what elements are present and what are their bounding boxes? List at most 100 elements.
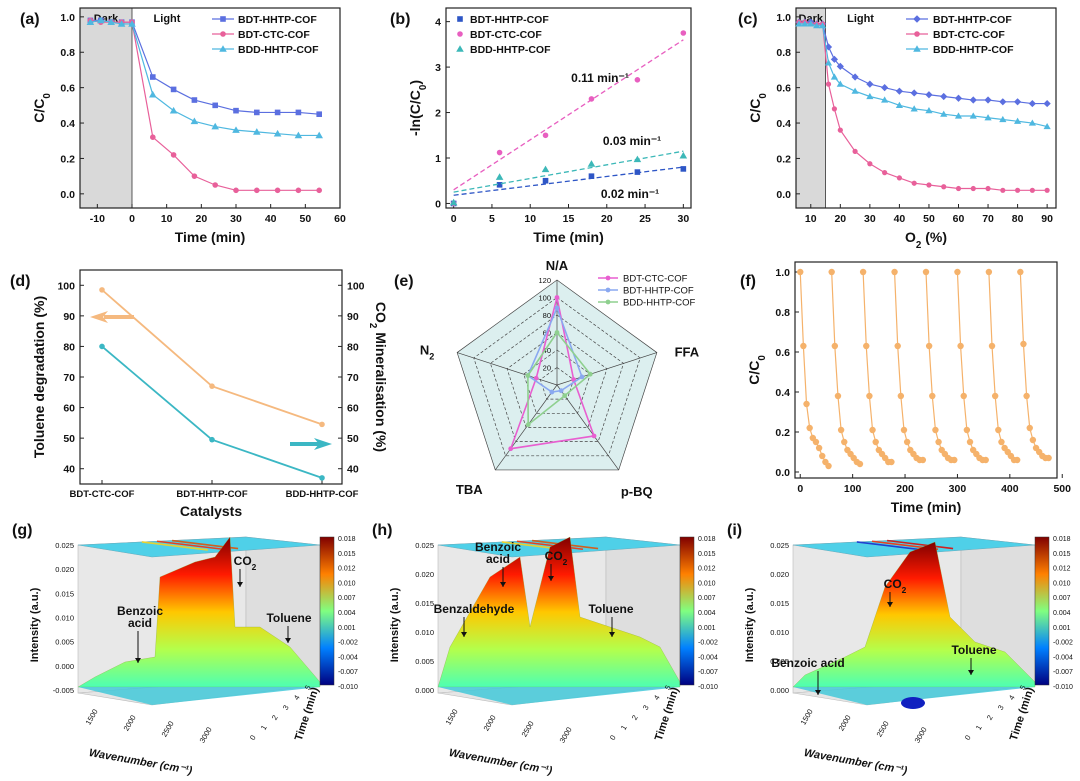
data-point: [1028, 119, 1036, 126]
data-point: [911, 180, 917, 186]
data-point: [872, 438, 879, 446]
legend-marker: [456, 45, 464, 52]
data-point: [274, 109, 281, 116]
annotation-label: Benzoic: [117, 604, 163, 618]
data-point: [1026, 424, 1033, 432]
data-point: [315, 131, 323, 139]
projection-band: [516, 540, 584, 551]
surface-base: [438, 687, 680, 705]
legend-marker: [457, 16, 463, 22]
data-point: [800, 342, 807, 350]
data-point: [837, 127, 843, 133]
data-point: [895, 101, 904, 108]
data-point: [888, 458, 895, 466]
radar-spoke: [457, 352, 558, 386]
data-point: [807, 20, 815, 27]
colorbar-tick-label: 0.018: [338, 536, 356, 543]
y-tick-label: 40: [63, 464, 75, 476]
spectrum-surface: [792, 541, 1036, 688]
y2-tick-label: 100: [347, 280, 365, 292]
legend-marker: [605, 275, 611, 281]
annotation-arrowhead: [285, 638, 291, 643]
data-point: [894, 342, 901, 350]
data-point: [525, 422, 531, 428]
colorbar-tick-label: -0.002: [698, 640, 718, 647]
data-point: [319, 421, 325, 428]
projection-band: [886, 539, 954, 550]
data-point: [542, 132, 549, 139]
data-point: [558, 388, 564, 394]
series-line: [798, 21, 1048, 191]
data-point: [1014, 187, 1021, 193]
cycle-line: [831, 271, 861, 465]
data-point: [797, 268, 804, 276]
y-axis-label: -ln(C/C0): [407, 80, 429, 136]
cycle-line: [893, 271, 923, 461]
data-point: [951, 456, 958, 464]
data-point: [232, 126, 240, 133]
data-point: [1013, 117, 1022, 124]
x-tick-label: 10: [161, 213, 173, 225]
plot-frame: [795, 7, 1057, 209]
annotation-arrowhead: [500, 582, 506, 587]
data-point: [925, 342, 933, 350]
radar-grid: [473, 297, 641, 457]
data-point: [554, 330, 560, 335]
data-point: [988, 342, 996, 350]
left-axis-arrow: [90, 311, 108, 323]
data-point: [588, 173, 595, 179]
legend-label: BDT-HHTP-COF: [623, 286, 694, 297]
x-tick-label: 400: [1001, 483, 1019, 495]
annotation-label: CO2: [234, 554, 257, 572]
data-point: [963, 426, 971, 434]
x-axis-label: Wavenumber (cm⁻¹): [448, 747, 553, 777]
time-tick-label: 1: [619, 724, 629, 732]
legend-label: BDD-HHTP-COF: [623, 298, 695, 309]
x-tick-label: 20: [601, 213, 613, 225]
y-tick-label: 100: [57, 280, 75, 292]
data-point: [128, 20, 136, 27]
y-tick-label: 0.8: [776, 47, 791, 59]
data-point: [495, 173, 504, 180]
data-point: [99, 287, 105, 293]
data-point: [969, 96, 977, 104]
y-tick-label: 0.6: [775, 347, 790, 359]
y-tick-label: 0.8: [60, 47, 75, 59]
data-point: [960, 392, 967, 400]
data-point: [841, 438, 848, 446]
right-axis-arrow: [314, 438, 332, 450]
z-tick-label: 0.015: [770, 599, 789, 608]
y-tick-label: 50: [63, 433, 75, 445]
data-point: [866, 392, 873, 400]
data-point: [1000, 187, 1006, 193]
data-point: [1029, 187, 1035, 193]
data-point: [881, 96, 889, 103]
y-axis-label: C/C0: [31, 93, 53, 123]
y-tick-label: 0.6: [776, 83, 791, 95]
cycle-line: [988, 271, 1018, 461]
data-point: [1043, 99, 1051, 108]
colorbar-tick-label: -0.007: [338, 669, 358, 676]
y-tick-label: 80: [63, 341, 75, 353]
radar-series: [509, 297, 596, 450]
region-label: Light: [847, 13, 874, 25]
data-point: [587, 160, 596, 167]
right-axis-arrow-shaft: [290, 442, 320, 446]
data-point: [170, 86, 177, 93]
z-tick-label: 0.000: [55, 662, 74, 671]
data-point: [836, 80, 844, 87]
legend-label: BDT-CTC-COF: [933, 29, 1005, 41]
radar-series: [526, 305, 583, 393]
colorbar-tick-label: 0.010: [698, 580, 716, 587]
colorbar-tick-label: 0.010: [1053, 580, 1071, 587]
legend-marker: [914, 31, 920, 37]
y-tick-label: 0.4: [775, 387, 790, 399]
fit-line: [453, 166, 684, 196]
z-tick-label: 0.005: [55, 638, 74, 647]
time-tick-label: 4: [292, 694, 302, 702]
z-tick-label: 0.005: [415, 657, 434, 666]
time-tick-label: 3: [996, 704, 1006, 712]
x-tick-label: BDT-HHTP-COF: [176, 489, 247, 500]
radar-axis-label: FFA: [675, 345, 700, 360]
x-tick-label: 10: [805, 213, 817, 225]
